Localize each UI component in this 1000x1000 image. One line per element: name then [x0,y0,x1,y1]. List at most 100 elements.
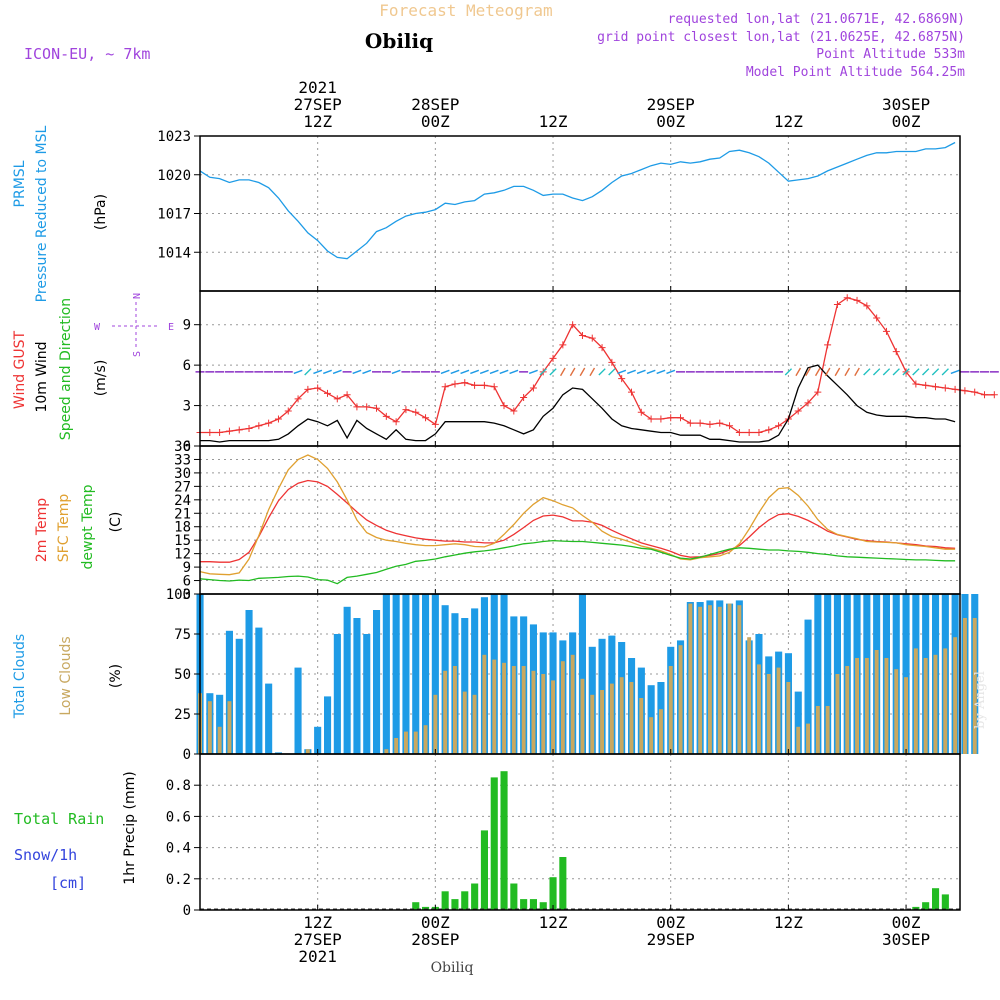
wind-10m-wind-line [200,364,956,443]
gust-marker [363,403,371,411]
gust-marker [255,422,263,430]
gust-marker [529,384,537,392]
bottom-time-label: 12Z [774,913,803,932]
wind-direction-arrow [559,367,566,377]
wind-direction-arrow [489,369,499,375]
temperature-ytick-label: 15 [174,533,191,549]
top-time-label: 12Z [303,112,332,131]
model-altitude: Model Point Altitude 564.25m [746,65,965,80]
clouds-ytick-label: 0 [183,747,191,763]
gust-marker [284,407,292,415]
gust-marker [833,300,841,308]
bottom-time-label: 27SEP [294,930,342,949]
wind-direction-arrow [304,368,312,376]
gust-marker [578,331,586,339]
grid-layer [200,135,960,911]
wind-direction-arrow [892,368,900,376]
clouds-total-clouds-bar [363,634,371,754]
gust-marker [961,387,969,395]
wind-direction-arrow [479,369,489,375]
wind-direction-arrow [470,369,480,375]
wind-direction-arrow [362,369,372,375]
gust-marker [588,334,596,342]
precip-ytick-label: 0.2 [166,872,191,888]
clouds-total-clouds-bar [804,619,812,754]
clouds-low-clouds-bar [384,749,389,754]
pressure-prmsl-line [199,141,956,260]
clouds-low-clouds-bar [953,637,958,754]
gust-marker [755,429,763,437]
clouds-ytick-label: 25 [174,707,191,723]
gust-marker [520,393,528,401]
gust-marker [343,391,351,399]
gust-marker [657,415,665,423]
gust-marker [677,414,685,422]
gust-marker [951,385,959,393]
clouds-low-clouds-bar [835,674,840,754]
wind-direction-arrow [784,368,793,376]
clouds-low-clouds-bar [855,658,859,754]
gust-marker [216,429,224,437]
gust-marker [706,420,714,428]
gust-marker [500,402,508,410]
gust-marker [314,384,322,392]
clouds-low-clouds-bar [482,654,487,754]
clouds-low-clouds-bar [394,738,399,754]
clouds-low-clouds-bar [511,666,516,754]
wind-dir-label: Speed and Direction [58,298,74,440]
clouds-total-clouds-bar [902,594,910,754]
temperature-ytick-label: 9 [183,560,191,576]
clouds-low-clouds-bar [659,709,663,754]
clouds-low-clouds-bar [923,658,928,754]
clouds-low-clouds-bar [737,605,742,754]
clouds-low-clouds-bar [933,654,938,754]
gust-marker [853,296,861,304]
clouds-low-clouds-bar [531,670,536,754]
pressure-label-2: Pressure Reduced to MSL [34,125,50,302]
temp-sfc-label: SFC Temp [56,494,72,563]
temperature-sfc-temp-line [199,454,956,576]
clouds-total-clouds-bar [392,594,400,754]
compass-s: S [132,351,143,357]
clouds-low-clouds-bar [453,666,457,754]
temperature-ytick-label: 27 [174,479,191,495]
precip-total-rain-bar [500,771,508,910]
pressure-ytick-label: 1023 [157,129,191,145]
temp-unit: (C) [108,512,124,533]
wind-direction-arrow [608,368,616,376]
clouds-total-clouds-bar [235,638,243,754]
wind-direction-arrow [332,369,342,375]
gust-marker [422,414,430,422]
temp-panel [199,445,961,595]
clouds-low-clouds-bar [747,637,752,754]
wind-direction-arrow [636,369,646,375]
location-title: Obiliq [365,29,433,53]
clouds-total-clouds-bar [225,630,233,754]
wind-direction-arrow [834,367,841,377]
gust-marker [804,399,812,407]
gust-marker [627,388,635,396]
clouds-total-clouds-bar [333,634,341,754]
precip-total-rain-bar [559,857,567,910]
clouds-low-clouds-bar [972,618,977,754]
gust-marker [775,422,783,430]
bottom-time-label: 00Z [421,913,450,932]
wind-ytick-label: 9 [183,318,191,334]
clouds-low-clouds-bar [688,603,693,754]
gust-marker [814,388,822,396]
clouds-low-clouds-bar [649,717,654,754]
precip-total-rain-bar [932,888,940,910]
clouds-low-clouds-bar [629,682,634,754]
clouds-low-clouds-bar [845,666,850,754]
gust-marker [912,380,920,388]
gust-marker [931,383,939,391]
wind-direction-arrow [627,369,636,375]
bottom-time-label: 12Z [303,913,332,932]
point-altitude: Point Altitude 533m [816,47,965,62]
clouds-total-clouds-bar [412,594,420,754]
clouds-low-clouds-bar [413,731,418,754]
precip-ytick-label: 0.8 [166,778,191,794]
temperature-ytick-label: 33 [174,452,191,468]
gust-marker [618,375,626,383]
wind-gust-label: Wind GUST [12,330,28,409]
